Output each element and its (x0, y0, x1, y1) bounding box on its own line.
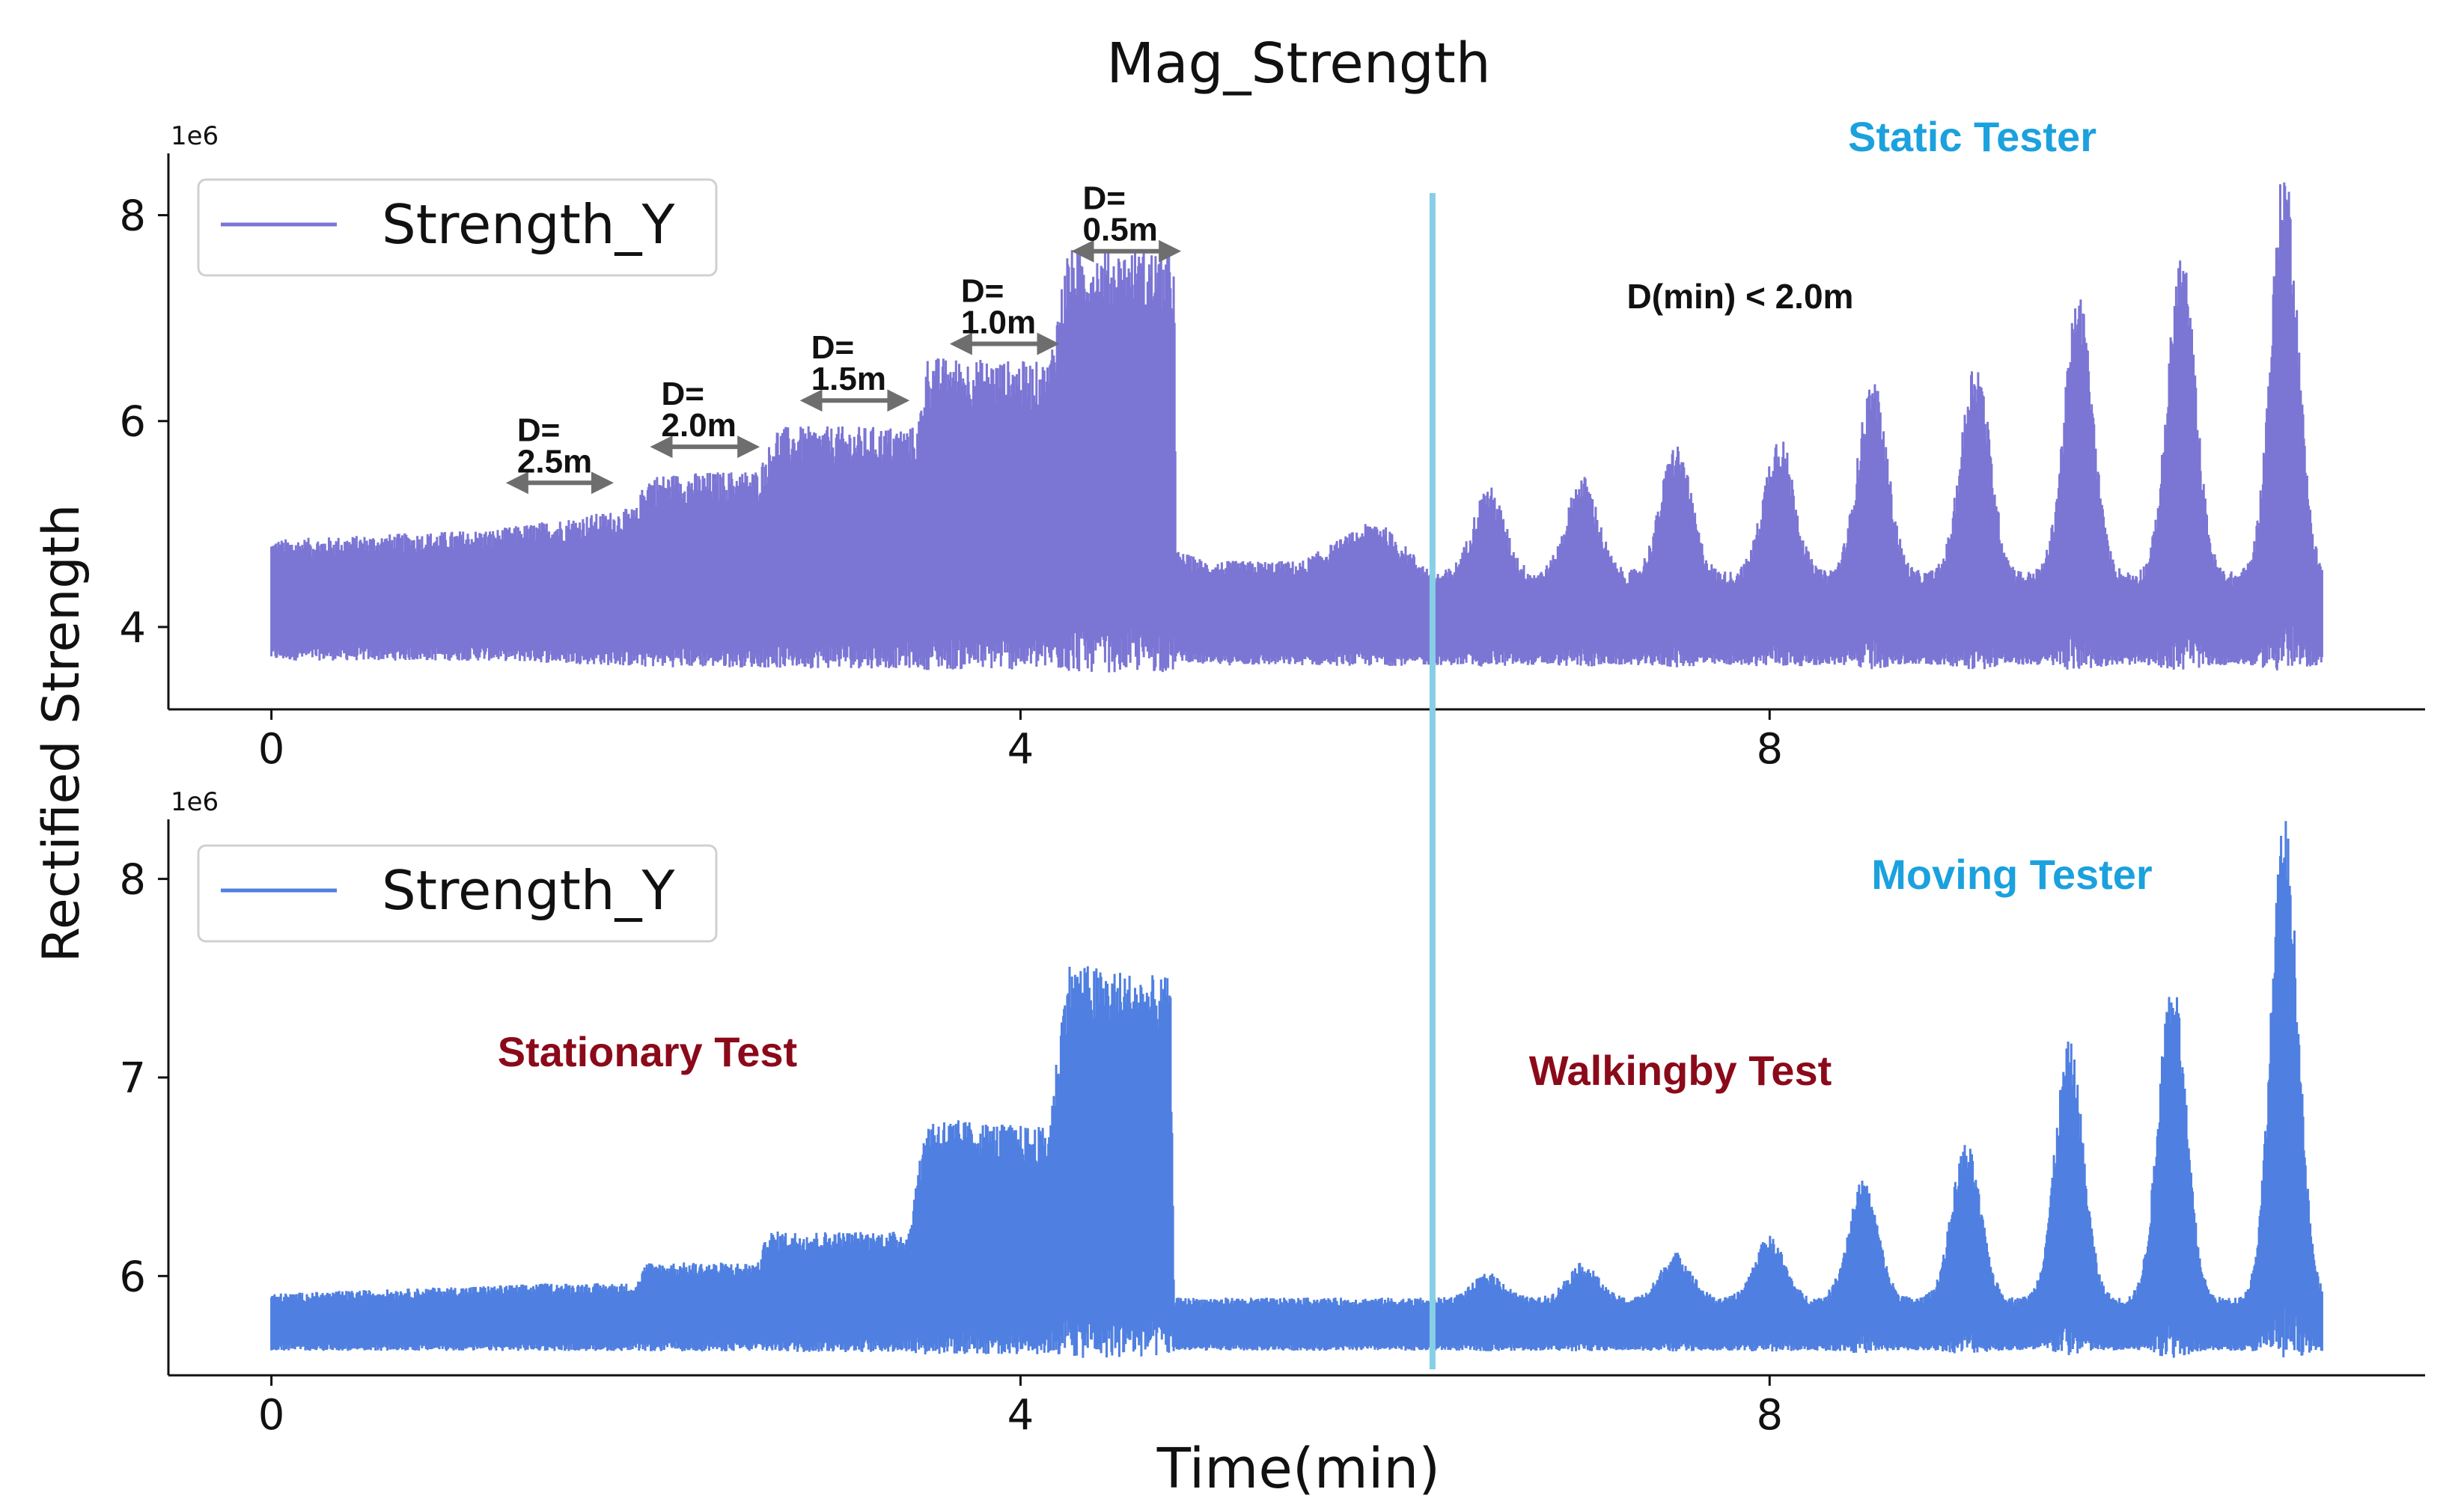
top-legend: Strength_Y (197, 178, 718, 277)
bottom-legend-label: Strength_Y (382, 859, 675, 922)
x-tick-label: 0 (258, 725, 285, 774)
x-tick-label: 8 (1756, 725, 1783, 774)
walkingby-test-label: Walkingby Test (1529, 1047, 1832, 1094)
bottom-x-ticks: 0 4 8 (258, 1375, 1783, 1440)
bottom-y-ticks: 6 7 8 (119, 856, 168, 1301)
bottom-legend-box (197, 844, 718, 943)
x-tick-label: 4 (1007, 1391, 1034, 1440)
distance-label-value: 2.0m (662, 407, 737, 444)
y-tick-label: 8 (119, 856, 146, 905)
bottom-scale-label: 1e6 (171, 787, 219, 817)
distance-label-value: 1.5m (811, 361, 886, 397)
x-tick-label: 8 (1756, 1391, 1783, 1440)
bottom-series-strength-y (270, 821, 2323, 1358)
x-tick-label: 0 (258, 1391, 285, 1440)
static-tester-label: Static Tester (1848, 113, 2096, 160)
top-y-ticks: 4 6 8 (119, 192, 168, 652)
distance-label-head: D= (961, 273, 1004, 310)
bottom-signal-trace (270, 821, 2323, 1358)
bottom-panel: 6 7 8 0 4 8 1e6 Strength_Y Moving Tester Sta… (119, 787, 2425, 1440)
x-tick-label: 4 (1007, 725, 1034, 774)
distance-label-head: D= (1083, 180, 1126, 217)
top-signal-trace (270, 182, 2323, 673)
y-tick-label: 6 (119, 1253, 146, 1301)
top-legend-label: Strength_Y (382, 193, 675, 256)
stationary-test-label: Stationary Test (498, 1028, 797, 1075)
y-tick-label: 6 (119, 398, 146, 447)
top-series-strength-y (270, 182, 2323, 673)
figure-title: Mag_Strength (1106, 31, 1490, 96)
distance-label-head: D= (811, 329, 854, 366)
top-scale-label: 1e6 (171, 121, 219, 151)
y-tick-label: 7 (119, 1054, 146, 1103)
top-distance-annotations: D=2.5mD=2.0mD=1.5mD=1.0mD=0.5m (505, 180, 1182, 495)
distance-label-head: D= (662, 376, 704, 412)
distance-label-value: 2.5m (517, 443, 592, 480)
distance-label-value: 1.0m (961, 305, 1036, 341)
dmin-annotation: D(min) < 2.0m (1627, 277, 1854, 316)
top-x-ticks: 0 4 8 (258, 709, 1783, 774)
x-axis-label: Time(min) (1156, 1437, 1440, 1501)
distance-label-value: 0.5m (1083, 212, 1158, 248)
distance-label-head: D= (517, 412, 560, 448)
y-tick-label: 4 (119, 604, 146, 652)
y-axis-label: Rectified Strength (32, 504, 91, 963)
top-legend-box (197, 178, 718, 277)
y-tick-label: 8 (119, 192, 146, 241)
moving-tester-label: Moving Tester (1871, 851, 2152, 898)
bottom-legend: Strength_Y (197, 844, 718, 943)
